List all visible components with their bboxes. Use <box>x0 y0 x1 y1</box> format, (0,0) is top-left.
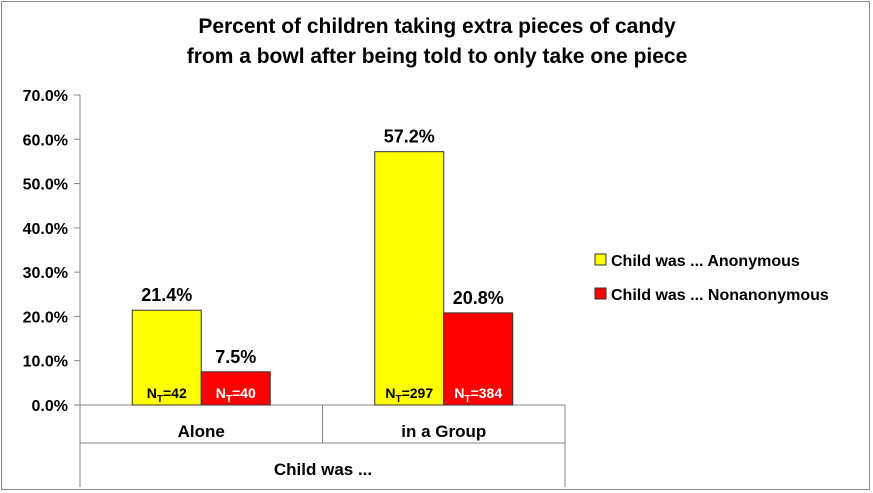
legend-swatch <box>594 287 607 300</box>
bar-anonymous <box>374 151 445 406</box>
bar-nonanonymous <box>200 371 271 406</box>
x-axis-title: Child was ... <box>274 460 372 479</box>
legend-label: Child was ... Anonymous <box>611 253 800 270</box>
legend-label: Child was ... Nonanonymous <box>611 287 829 304</box>
y-tick-label: 20.0% <box>23 309 68 326</box>
y-tick-label: 40.0% <box>23 221 68 238</box>
sample-size-label: NT=42 <box>147 385 187 405</box>
y-tick-label: 10.0% <box>23 354 68 371</box>
y-tick-label: 30.0% <box>23 265 68 282</box>
y-tick-label: 70.0% <box>23 88 68 105</box>
legend-swatch <box>594 253 607 266</box>
bar-anonymous <box>131 309 202 406</box>
x-category-label: in a Group <box>401 422 486 441</box>
y-tick-label: 0.0% <box>32 398 68 415</box>
chart-title-line-1: Percent of children taking extra pieces … <box>198 15 676 38</box>
y-tick-label: 50.0% <box>23 177 68 194</box>
bar-nonanonymous <box>443 312 514 406</box>
chart-title-line-2: from a bowl after being told to only tak… <box>187 45 688 68</box>
data-label: 57.2% <box>384 127 435 147</box>
sample-size-label: NT=40 <box>216 385 256 405</box>
data-label: 20.8% <box>453 288 504 308</box>
data-label: 21.4% <box>141 285 192 305</box>
y-tick-label: 60.0% <box>23 132 68 149</box>
x-category-label: Alone <box>178 422 225 441</box>
sample-size-label: NT=297 <box>385 385 433 405</box>
data-label: 7.5% <box>215 347 256 367</box>
sample-size-label: NT=384 <box>454 385 502 405</box>
